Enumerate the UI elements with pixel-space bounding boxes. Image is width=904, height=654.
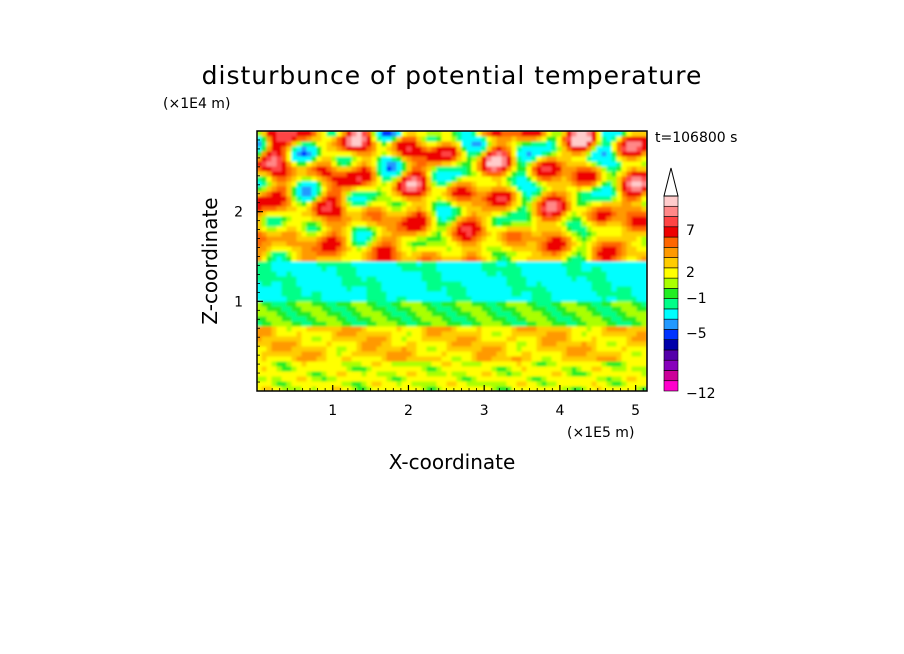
- colorbar-swatch: [663, 370, 679, 382]
- colorbar-swatch: [663, 257, 679, 269]
- chart-title: disturbunce of potential temperature: [202, 61, 703, 90]
- colorbar-swatch: [663, 298, 679, 310]
- y-axis-label: Z-coordinate: [198, 197, 222, 324]
- colorbar-label: −5: [686, 326, 707, 342]
- colorbar-swatch: [663, 308, 679, 320]
- colorbar-label: −1: [686, 291, 707, 307]
- x-tick-label: 4: [555, 403, 564, 419]
- x-tick-label: 2: [404, 403, 413, 419]
- colorbar-swatch: [663, 267, 679, 279]
- colorbar-label: −12: [686, 386, 716, 402]
- colorbar-swatch: [663, 380, 679, 392]
- x-axis-ticks: 1 2 3 4 5: [264, 385, 644, 419]
- y-axis-ticks: 12: [234, 139, 263, 383]
- y-tick-label: 2: [234, 205, 243, 221]
- x-axis-unit: (×1E5 m): [567, 425, 634, 441]
- x-tick-label: 5: [631, 403, 640, 419]
- colorbar-swatch: [663, 359, 679, 371]
- colorbar-swatch: [663, 205, 679, 217]
- colorbar-swatch: [663, 329, 679, 340]
- colorbar-swatch: [663, 339, 679, 351]
- time-label: t=106800 s: [655, 130, 737, 146]
- colorbar-label: 2: [686, 265, 695, 281]
- colorbar-swatch: [663, 288, 679, 299]
- y-tick-label: 1: [234, 294, 243, 310]
- x-tick-label: 1: [328, 403, 337, 419]
- colorbar-swatch: [663, 247, 679, 258]
- colorbar-swatch: [663, 216, 679, 228]
- heatmap-field: [257, 131, 647, 391]
- plot-frame: [256, 130, 648, 392]
- colorbar-extend-arrow: [663, 167, 679, 197]
- colorbar-swatch: [663, 277, 679, 289]
- y-axis-unit: (×1E4 m): [163, 96, 230, 112]
- colorbar-swatch: [663, 349, 679, 361]
- colorbar-label: 7: [686, 223, 695, 239]
- colorbar-swatch: [663, 236, 679, 248]
- x-tick-label: 3: [480, 403, 489, 419]
- colorbar-swatch: [663, 226, 679, 238]
- colorbar: 7 2 −1 −5 −12: [663, 167, 716, 402]
- x-axis-label: X-coordinate: [389, 450, 516, 474]
- colorbar-swatch: [663, 318, 679, 330]
- colorbar-swatch: [663, 195, 679, 207]
